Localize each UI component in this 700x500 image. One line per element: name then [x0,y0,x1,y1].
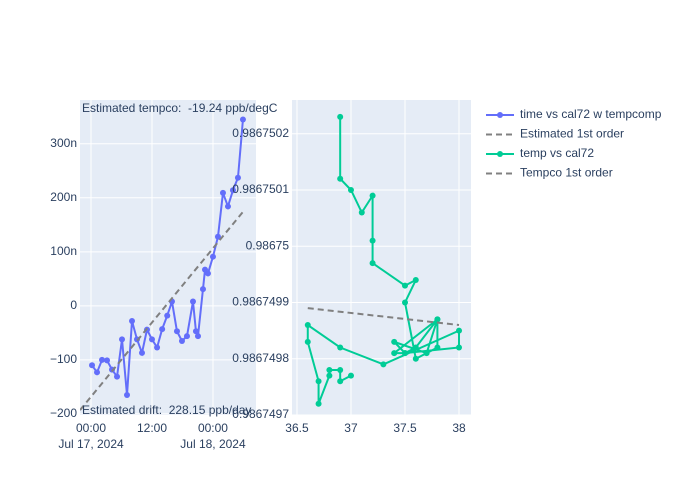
data-point [178,337,185,344]
data-point [380,361,387,368]
data-point [204,270,211,277]
y-tick-label: 300n [50,136,77,150]
legend-label: Estimated 1st order [520,127,624,141]
annotation: Estimated drift: 228.15 ppb/day [82,403,251,417]
data-point [189,298,196,305]
y-tick-label: 200n [50,190,77,204]
data-point [358,209,365,216]
data-point [154,344,161,351]
data-point [326,372,333,379]
x-tick-label: 36.5 [285,421,309,435]
data-point [369,192,376,199]
legend-label: temp vs cal72 [520,146,594,160]
data-point [192,328,199,335]
series-line [80,211,244,411]
data-point [315,378,322,385]
y-tick-label: −100 [50,352,77,366]
data-point [434,344,441,351]
data-point [138,349,145,356]
data-point [124,392,131,399]
plot-background [292,100,471,415]
x-tick-label: 00:00 [76,421,106,435]
legend-label: Tempco 1st order [520,166,613,180]
data-point [326,367,333,373]
data-point [159,326,166,333]
data-point [234,174,241,181]
y-tick-label: 0.9867498 [232,351,289,365]
data-point [173,328,180,335]
data-point [412,355,419,362]
y-tick-label: −200 [50,406,77,420]
y-tick-label: 0.9867499 [232,295,289,309]
x-tick-label: 38 [452,421,466,435]
x-tick-sublabel: Jul 18, 2024 [180,437,246,451]
data-point [369,237,376,244]
data-point [337,344,344,351]
data-point [337,378,344,385]
data-point [347,187,354,193]
legend-label: time vs cal72 w tempcomp [520,107,662,121]
data-point [119,336,126,343]
data-point [401,299,408,306]
y-tick-label: 100n [50,244,77,258]
data-point [315,400,322,407]
legend-marker [497,112,503,118]
data-point [337,175,344,182]
data-point [89,362,96,369]
y-tick-label: 0.9867497 [232,407,289,421]
data-point [304,322,311,328]
data-point [239,116,246,123]
data-point [209,253,216,260]
data-point [183,333,190,340]
x-tick-label: 00:00 [198,421,228,435]
data-point [337,113,344,120]
data-point [219,189,226,196]
x-tick-label: 37 [344,421,358,435]
data-point [99,356,106,363]
series-line [307,307,460,326]
data-point [304,338,311,345]
x-tick-label: 12:00 [137,421,167,435]
data-point [114,373,121,380]
data-point [199,286,206,293]
y-tick-label: 0.9867501 [232,182,289,196]
plot-area [80,116,246,411]
data-point [214,233,221,240]
data-point [347,372,354,379]
y-tick-label: 0.98675 [246,238,290,252]
data-point [164,312,171,319]
data-point [434,316,441,323]
plot-background [80,100,256,415]
data-point [337,367,344,373]
data-point [456,344,463,351]
plot-area [304,113,463,407]
data-point [412,277,419,283]
data-point [401,282,408,289]
legend-marker [497,151,503,157]
data-point [104,357,111,364]
y-tick-label: 0.9867502 [232,126,289,140]
data-point [401,350,408,357]
data-point [456,327,463,334]
annotation: Estimated tempco: -19.24 ppb/degC [82,101,278,115]
data-point [423,350,430,357]
data-point [148,336,155,343]
data-point [391,338,398,345]
y-tick-label: 0 [70,298,77,312]
data-point [229,187,236,194]
data-point [224,203,231,210]
data-point [194,333,201,340]
data-point [369,260,376,267]
x-tick-label: 37.5 [393,421,417,435]
data-point [94,369,101,376]
data-point [129,317,136,324]
data-point [412,344,419,351]
data-point [391,350,398,357]
x-tick-sublabel: Jul 17, 2024 [58,437,124,451]
